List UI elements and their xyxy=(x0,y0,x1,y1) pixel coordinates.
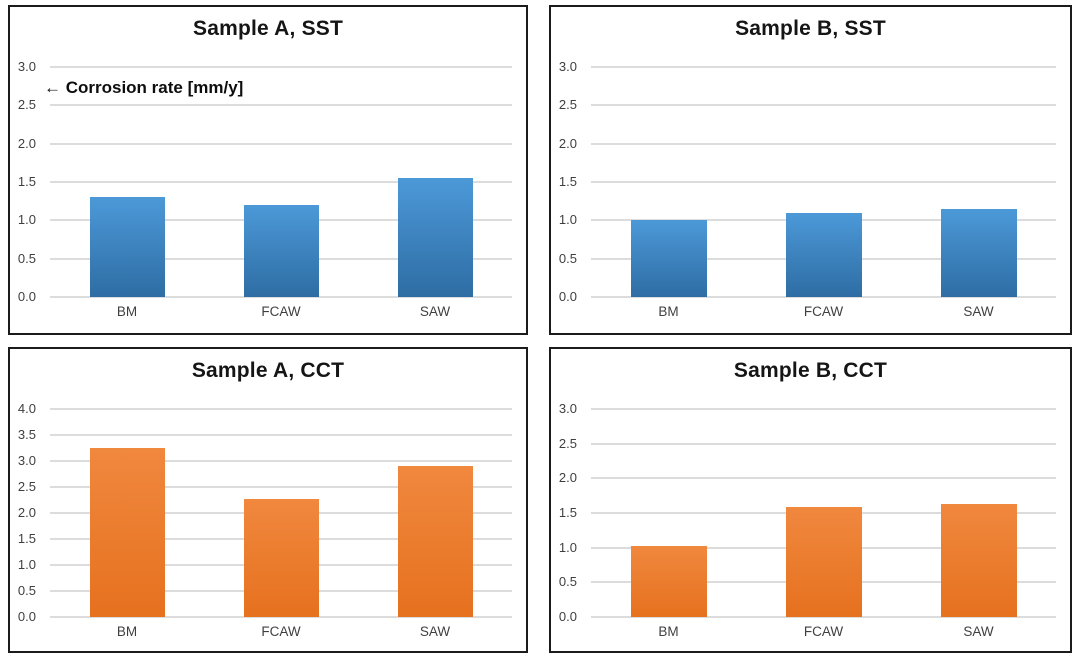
gridline xyxy=(591,616,1056,618)
gridline xyxy=(50,142,512,145)
gridline xyxy=(591,181,1056,183)
y-tick-label: 3.0 xyxy=(17,59,36,74)
y-tick-label: 2.0 xyxy=(558,470,577,486)
y-tick-label: 1.5 xyxy=(17,531,36,546)
gridline xyxy=(591,296,1056,298)
bar-bm xyxy=(90,197,165,297)
gridline xyxy=(50,66,512,68)
gridline xyxy=(50,104,512,107)
y-tick-label: 3.0 xyxy=(558,59,577,74)
plot-area: 0.0 0.5 1.0 1.5 2.0 2.5 3.0 3.5 4.0 BM FCAW SAW xyxy=(18,401,512,639)
y-tick-label: 0.0 xyxy=(558,289,577,304)
plot-area: 0.0 0.5 1.0 1.5 2.0 2.5 3.0 BM FCAW SAW xyxy=(559,401,1056,639)
y-tick-label: 1.0 xyxy=(558,212,577,228)
bar-bm xyxy=(631,220,707,297)
bar-fcaw xyxy=(786,507,862,617)
y-tick-label: 0.0 xyxy=(558,609,577,624)
y-tick-label: 0.5 xyxy=(558,574,577,590)
gridline xyxy=(50,181,512,183)
gridline xyxy=(591,442,1056,445)
chart-title: Sample A, SST xyxy=(192,17,344,40)
y-tick-label: 2.5 xyxy=(558,435,577,451)
bar-bm xyxy=(90,448,165,617)
y-tick-label: 1.5 xyxy=(558,505,577,520)
y-tick-label: 0.5 xyxy=(17,250,36,266)
y-tick-label: 0.5 xyxy=(558,250,577,266)
category-label: BM xyxy=(658,624,679,639)
category-label: SAW xyxy=(963,304,994,319)
y-tick-label: 1.5 xyxy=(558,174,577,189)
y-tick-label: 3.5 xyxy=(17,427,36,442)
bar-saw xyxy=(398,178,473,297)
y-tick-label: 4.0 xyxy=(17,401,36,416)
category-label: SAW xyxy=(963,624,994,639)
gridline xyxy=(591,142,1056,145)
bar-fcaw xyxy=(786,213,862,297)
chart-panel-sample-b-cct: Sample B, CCT 0.0 0.5 1.0 1.5 2.0 2.5 3.0 BM FCA… xyxy=(549,347,1072,653)
gridline xyxy=(591,477,1056,480)
bar-fcaw xyxy=(244,205,319,297)
corrosion-rate-annotation: ← Corrosion rate [mm/y] xyxy=(44,78,244,97)
category-label: BM xyxy=(658,304,679,319)
category-label: FCAW xyxy=(261,624,301,639)
chart-panel-sample-a-sst: Sample A, SST 0.0 0.5 1.0 1.5 2.0 2.5 3.0 BM FCA… xyxy=(8,5,528,335)
gridline xyxy=(50,486,512,488)
y-tick-label: 2.5 xyxy=(558,97,577,113)
y-tick-label: 0.0 xyxy=(17,609,36,624)
chart-panel-sample-a-cct: Sample A, CCT 0.0 0.5 1.0 1.5 2.0 2.5 3.0 3.5 4.… xyxy=(8,347,528,653)
bar-saw xyxy=(941,504,1017,617)
gridline xyxy=(591,66,1056,68)
y-tick-label: 0.5 xyxy=(17,583,36,598)
category-label: BM xyxy=(116,624,138,639)
category-label: FCAW xyxy=(803,624,844,639)
gridline xyxy=(50,296,512,298)
gridline xyxy=(50,616,512,618)
gridline xyxy=(591,104,1056,107)
y-tick-label: 3.0 xyxy=(17,453,36,468)
gridline xyxy=(591,408,1056,410)
bar-fcaw xyxy=(244,499,319,617)
y-tick-label: 1.0 xyxy=(17,557,36,572)
y-tick-label: 2.5 xyxy=(17,479,36,494)
y-tick-label: 1.0 xyxy=(17,212,36,228)
chart-title: Sample B, CCT xyxy=(733,359,888,382)
gridline xyxy=(50,434,512,436)
bar-saw xyxy=(941,209,1017,297)
y-tick-label: 1.5 xyxy=(17,174,36,189)
bar-saw xyxy=(398,466,473,617)
category-label: BM xyxy=(116,304,138,319)
category-label: FCAW xyxy=(261,304,301,319)
category-label: SAW xyxy=(419,624,451,639)
y-tick-label: 0.0 xyxy=(17,289,36,304)
chart-title: Sample A, CCT xyxy=(191,359,345,382)
gridline xyxy=(50,460,512,462)
y-tick-label: 2.0 xyxy=(558,135,577,151)
y-tick-label: 2.0 xyxy=(17,505,36,520)
plot-area: 0.0 0.5 1.0 1.5 2.0 2.5 3.0 BM FCAW SAW ← Corrosio… xyxy=(18,59,512,319)
gridline xyxy=(50,408,512,410)
y-tick-label: 1.0 xyxy=(558,539,577,555)
y-tick-label: 2.5 xyxy=(17,97,36,113)
chart-panel-sample-b-sst: Sample B, SST 0.0 0.5 1.0 1.5 2.0 2.5 3.0 BM FCA… xyxy=(549,5,1072,335)
y-tick-label: 3.0 xyxy=(558,401,577,416)
y-tick-label: 2.0 xyxy=(17,135,36,151)
chart-title: Sample B, SST xyxy=(735,17,886,40)
bar-bm xyxy=(631,546,707,617)
category-label: SAW xyxy=(419,304,451,319)
category-label: FCAW xyxy=(803,304,844,319)
plot-area: 0.0 0.5 1.0 1.5 2.0 2.5 3.0 BM FCAW SAW xyxy=(559,59,1056,319)
